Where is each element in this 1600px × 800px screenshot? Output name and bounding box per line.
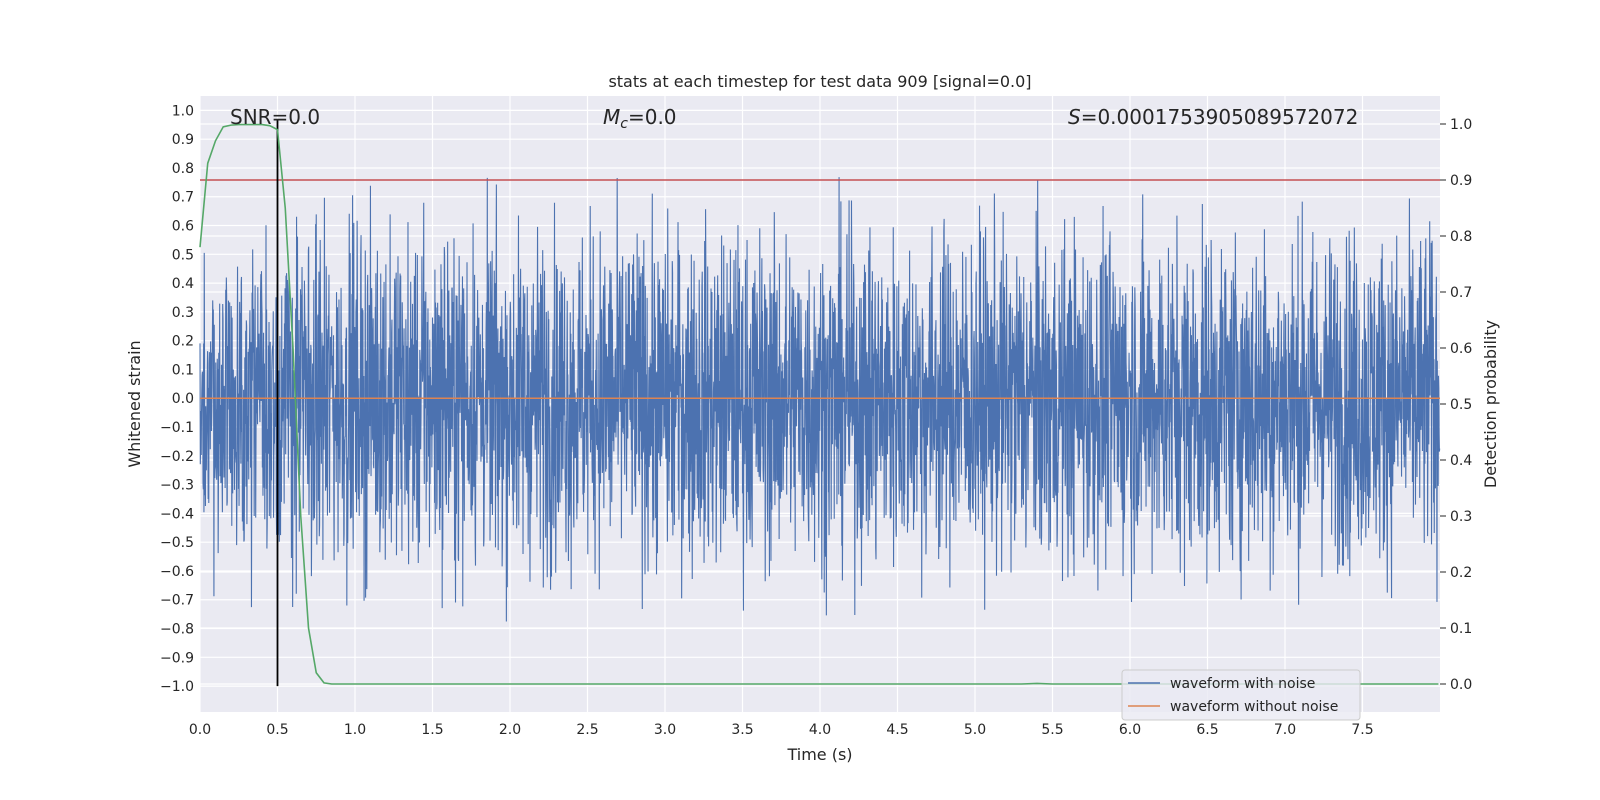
y-left-tick-label: −0.5 <box>160 535 194 551</box>
y-right-tick-label: 0.1 <box>1450 621 1472 637</box>
y-right-tick-label: 0.6 <box>1450 341 1472 357</box>
chirp-mass-value: =0.0 <box>628 105 677 129</box>
x-tick-label: 4.5 <box>886 722 908 738</box>
y-left-tick-label: −0.6 <box>160 564 194 580</box>
noisy-waveform <box>199 177 1441 622</box>
x-tick-label: 3.0 <box>654 722 676 738</box>
x-tick-label: 5.0 <box>964 722 986 738</box>
score-symbol: S <box>1068 105 1081 129</box>
y-right-tick-label: 0.9 <box>1450 173 1472 189</box>
chirp-mass-annotation: Mc=0.0 <box>603 105 677 132</box>
x-tick-label: 1.0 <box>344 722 366 738</box>
x-tick-label: 1.5 <box>421 722 443 738</box>
chart-title: stats at each timestep for test data 909… <box>608 72 1031 91</box>
x-axis-label: Time (s) <box>786 745 852 764</box>
score-annotation: S=0.0001753905089572072 <box>1068 105 1358 129</box>
y-left-tick-label: 0.6 <box>172 219 194 235</box>
y-left-tick-label: −0.3 <box>160 478 194 494</box>
y-right-tick-label: 0.8 <box>1450 229 1472 245</box>
y-left-tick-label: 0.2 <box>172 334 194 350</box>
detection-probability-line <box>199 123 1439 685</box>
noisy-waveform-line <box>199 177 1441 622</box>
chirp-mass-subscript: c <box>620 116 628 132</box>
y-left-tick-label: −0.1 <box>160 420 194 436</box>
x-tick-label: 0.5 <box>266 722 288 738</box>
chirp-mass-symbol: M <box>603 105 620 129</box>
snr-annotation: SNR=0.0 <box>230 105 320 129</box>
y-right-tick-label: 0.3 <box>1450 509 1472 525</box>
y-left-tick-label: −0.2 <box>160 449 194 465</box>
y-right-tick-label: 1.0 <box>1450 117 1472 133</box>
y-left-tick-label: 0.9 <box>172 132 194 148</box>
x-tick-label: 2.0 <box>499 722 521 738</box>
y-axis-right-label: Detection probability <box>1481 320 1500 488</box>
legend-box <box>1121 669 1361 721</box>
x-tick-label: 0.0 <box>189 722 211 738</box>
y-left-tick-label: 0.3 <box>172 305 194 321</box>
y-left-tick-label: −0.7 <box>160 593 194 609</box>
x-tick-label: 6.5 <box>1196 722 1218 738</box>
y-left-tick-label: 0.5 <box>172 247 194 263</box>
y-left-tick-label: 0.4 <box>172 276 194 292</box>
x-tick-label: 3.5 <box>731 722 753 738</box>
x-tick-label: 7.0 <box>1274 722 1296 738</box>
y-left-tick-label: 1.0 <box>172 103 194 119</box>
x-tick-label: 6.0 <box>1119 722 1141 738</box>
y-right-tick-label: 0.2 <box>1450 565 1472 581</box>
y-right-tick-label: 0.7 <box>1450 285 1472 301</box>
y-left-tick-label: 0.8 <box>172 161 194 177</box>
x-tick-label: 5.5 <box>1041 722 1063 738</box>
legend: waveform with noise waveform without noi… <box>1121 669 1361 721</box>
x-tick-label: 4.0 <box>809 722 831 738</box>
y-right-tick-label: 0.4 <box>1450 453 1472 469</box>
y-left-tick-label: 0.1 <box>172 362 194 378</box>
legend-label-noisy: waveform with noise <box>1170 676 1315 692</box>
y-left-tick-label: −1.0 <box>160 679 194 695</box>
y-axis-left-label: Whitened strain <box>125 340 144 467</box>
y-right-tick-label: 0.5 <box>1450 397 1472 413</box>
y-left-tick-label: 0.7 <box>172 190 194 206</box>
y-left-tick-label: −0.8 <box>160 622 194 638</box>
legend-label-clean: waveform without noise <box>1170 699 1338 715</box>
y-left-tick-label: −0.9 <box>160 650 194 666</box>
x-tick-label: 7.5 <box>1351 722 1373 738</box>
y-left-tick-label: 0.0 <box>172 391 194 407</box>
y-left-tick-label: −0.4 <box>160 506 194 522</box>
x-tick-label: 2.5 <box>576 722 598 738</box>
y-right-tick-label: 0.0 <box>1450 677 1472 693</box>
score-value: =0.0001753905089572072 <box>1081 105 1359 129</box>
